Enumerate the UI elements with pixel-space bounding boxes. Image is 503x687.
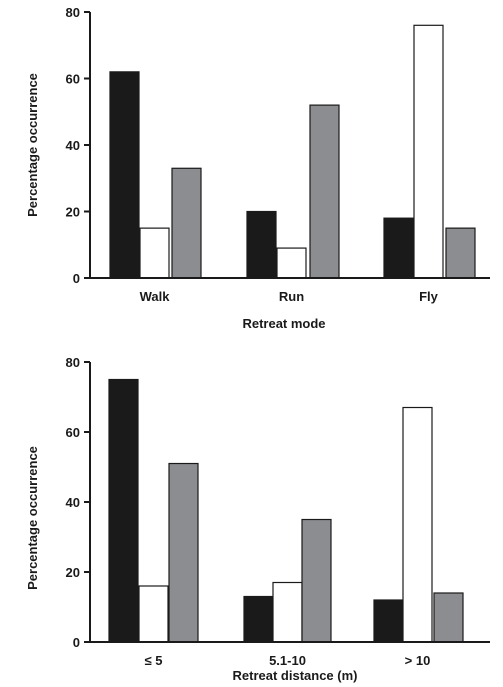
x-tick-label: 5.1-10 [269, 653, 306, 668]
chart-retreat-mode: Percentage occurrence Retreat mode 0 20 40… [25, 5, 490, 331]
y-tick-label: 60 [66, 72, 80, 87]
bar [243, 595, 274, 643]
bar [108, 378, 139, 643]
y-tick-label: 80 [66, 355, 80, 370]
x-tick-label: Run [279, 289, 304, 304]
bar [139, 227, 170, 279]
y-tick-label: 60 [66, 425, 80, 440]
bar [246, 210, 277, 279]
bar [276, 247, 307, 279]
x-tick-label: Walk [140, 289, 171, 304]
y-tick-label: 20 [66, 565, 80, 580]
x-tick-label: ≤ 5 [145, 653, 163, 668]
y-axis-title: Percentage occurrence [25, 73, 40, 217]
bar [309, 104, 340, 279]
bar [109, 71, 140, 279]
y-tick-label: 40 [66, 138, 80, 153]
y-axis-title: Percentage occurrence [25, 446, 40, 590]
x-axis-title: Retreat mode [242, 316, 325, 331]
bar [402, 406, 433, 643]
y-tick-label: 0 [73, 635, 80, 650]
y-tick-label: 0 [73, 271, 80, 286]
bar [433, 592, 464, 643]
x-tick-label: > 10 [405, 653, 431, 668]
bar [272, 581, 303, 643]
bar [138, 585, 169, 643]
bar [413, 24, 444, 279]
x-tick-label: Fly [419, 289, 439, 304]
bar [445, 227, 476, 279]
y-tick-label: 20 [66, 205, 80, 220]
bar [383, 217, 414, 279]
chart-retreat-distance: Percentage occurrence Retreat distance (… [25, 355, 490, 683]
bar [171, 167, 202, 279]
x-axis-title: Retreat distance (m) [233, 668, 358, 683]
bar [168, 462, 199, 643]
bar [373, 599, 404, 643]
bar [301, 518, 332, 643]
y-tick-label: 80 [66, 5, 80, 20]
y-tick-label: 40 [66, 495, 80, 510]
